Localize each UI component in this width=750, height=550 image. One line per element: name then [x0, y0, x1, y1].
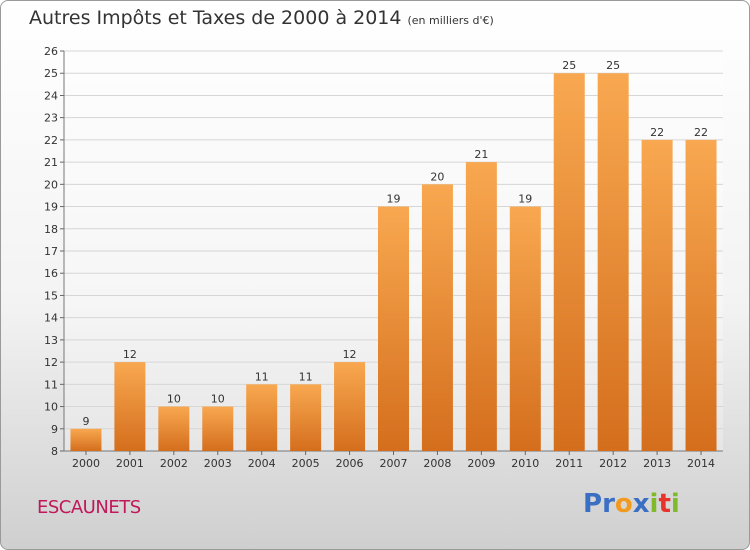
y-tick-label: 20: [44, 178, 58, 191]
logo-letter: o: [614, 489, 633, 519]
x-tick-label: 2002: [160, 457, 188, 470]
bar: [70, 428, 102, 451]
y-tick-label: 14: [44, 312, 58, 325]
y-tick-label: 25: [44, 67, 58, 80]
y-tick-label: 21: [44, 156, 58, 169]
y-tick-label: 26: [44, 45, 58, 58]
y-tick-label: 23: [44, 112, 58, 125]
data-label: 22: [650, 126, 664, 139]
data-label: 11: [255, 370, 269, 383]
y-tick-label: 18: [44, 223, 58, 236]
y-tick-label: 17: [44, 245, 58, 258]
x-tick-label: 2001: [116, 457, 144, 470]
bar: [641, 139, 673, 451]
y-tick-label: 11: [44, 378, 58, 391]
bar: [465, 162, 497, 451]
x-tick-label: 2005: [292, 457, 320, 470]
bar: [597, 73, 629, 451]
data-label: 22: [694, 126, 708, 139]
data-label: 10: [167, 393, 181, 406]
data-label: 20: [430, 170, 444, 183]
x-tick-label: 2009: [467, 457, 495, 470]
y-tick-label: 19: [44, 201, 58, 214]
data-label: 25: [562, 59, 576, 72]
commune-name: ESCAUNETS: [37, 497, 141, 518]
data-label: 19: [518, 193, 532, 206]
bar: [421, 184, 453, 452]
data-label: 10: [211, 393, 225, 406]
x-tick-label: 2006: [336, 457, 364, 470]
bar: [202, 406, 234, 451]
y-tick-label: 16: [44, 267, 58, 280]
data-label: 21: [474, 148, 488, 161]
data-label: 9: [82, 415, 89, 428]
bar: [246, 384, 278, 451]
x-tick-label: 2007: [380, 457, 408, 470]
y-tick-label: 13: [44, 334, 58, 347]
x-tick-label: 2003: [204, 457, 232, 470]
bar: [553, 73, 585, 451]
logo-letter: P: [583, 489, 603, 519]
x-tick-label: 2010: [511, 457, 539, 470]
x-tick-label: 2012: [599, 457, 627, 470]
chart-title: Autres Impôts et Taxes de 2000 à 2014 (en…: [29, 7, 494, 29]
logo-letter: t: [658, 489, 671, 519]
y-tick-label: 12: [44, 356, 58, 369]
title-text: Autres Impôts et Taxes de 2000 à 2014: [29, 7, 402, 29]
data-label: 11: [299, 370, 313, 383]
x-tick-label: 2014: [687, 457, 715, 470]
unit-label: (en milliers d'€): [407, 14, 494, 27]
bar: [290, 384, 322, 451]
data-label: 12: [343, 348, 357, 361]
data-label: 12: [123, 348, 137, 361]
logo-letter: i: [670, 489, 680, 519]
bar: [685, 139, 717, 451]
y-tick-label: 24: [44, 89, 58, 102]
bar: [158, 406, 190, 451]
data-label: 25: [606, 59, 620, 72]
x-tick-label: 2004: [248, 457, 276, 470]
bar: [378, 206, 409, 451]
proxiti-logo: Proxiti: [583, 489, 680, 519]
logo-letter: x: [632, 489, 650, 519]
data-label: 19: [387, 193, 401, 206]
y-tick-label: 10: [44, 401, 58, 414]
y-tick-label: 22: [44, 134, 58, 147]
logo-letter: i: [649, 489, 659, 519]
x-tick-label: 2013: [643, 457, 671, 470]
x-tick-label: 2008: [423, 457, 451, 470]
logo-letter: r: [602, 489, 615, 519]
x-tick-label: 2011: [555, 457, 583, 470]
x-tick-label: 2000: [72, 457, 100, 470]
y-tick-label: 9: [51, 423, 58, 436]
bar: [509, 206, 541, 451]
bar: [334, 362, 366, 451]
y-tick-label: 15: [44, 289, 58, 302]
bar: [114, 362, 146, 451]
y-tick-label: 8: [51, 445, 58, 458]
